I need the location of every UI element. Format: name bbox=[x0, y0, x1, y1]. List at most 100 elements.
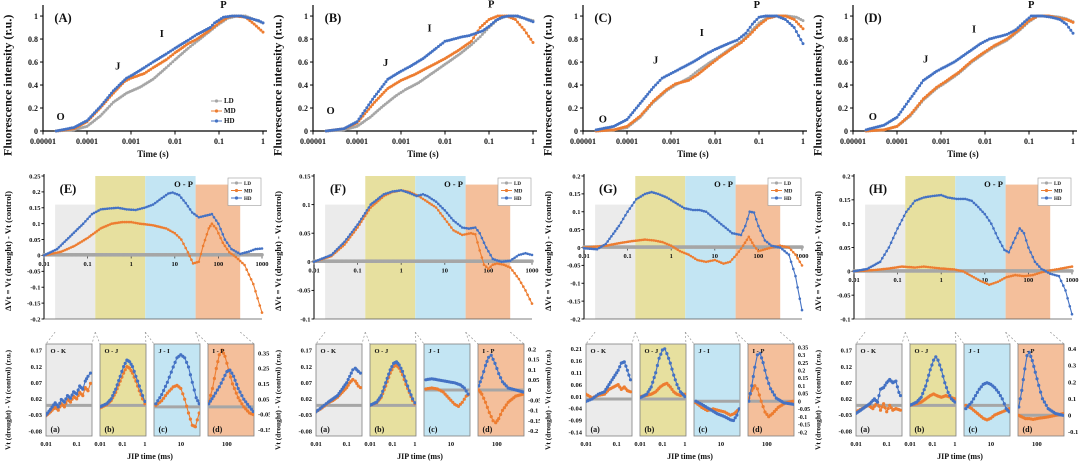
series-HD-marker bbox=[169, 49, 173, 53]
series-MD-marker bbox=[97, 228, 101, 232]
series-HD-marker bbox=[612, 232, 615, 235]
mini-series-HD-marker bbox=[948, 394, 952, 398]
mini-series-HD-marker bbox=[223, 373, 227, 377]
series-HD-marker bbox=[667, 73, 671, 77]
series-MD-marker bbox=[241, 261, 244, 265]
series-HD-marker bbox=[160, 196, 163, 200]
series-HD-marker bbox=[254, 247, 257, 251]
series-HD-marker bbox=[1003, 248, 1006, 252]
series-MD-marker bbox=[182, 242, 185, 246]
series-HD-marker bbox=[332, 251, 335, 255]
x-tick-label: 10 bbox=[442, 267, 449, 274]
series-HD-marker bbox=[643, 192, 647, 196]
series-MD-marker bbox=[495, 262, 499, 265]
series-MD-marker bbox=[968, 273, 971, 277]
x-tick-label: 0.1 bbox=[754, 137, 764, 146]
series-HD-marker bbox=[469, 226, 473, 230]
x-tick-label: 0.1 bbox=[354, 267, 362, 274]
series-HD-marker bbox=[465, 226, 468, 230]
ojip-mark-O: O bbox=[869, 112, 877, 123]
mini-series-HD-marker bbox=[968, 402, 972, 406]
series-MD-marker bbox=[994, 281, 997, 284]
mini-x-tick-label: 0.01 bbox=[364, 441, 375, 448]
left-tick-label: 0.12 bbox=[841, 364, 852, 371]
mini-series-HD-marker bbox=[755, 353, 759, 357]
series-HD-marker bbox=[376, 197, 380, 200]
mini-series-HD-marker bbox=[1000, 397, 1004, 401]
series-MD-marker bbox=[659, 240, 662, 243]
series-HD-marker bbox=[1025, 18, 1029, 22]
series-HD-marker bbox=[908, 97, 912, 101]
series-MD-marker bbox=[747, 235, 751, 239]
y-tick-label: 0.4 bbox=[28, 81, 38, 90]
mini-series-MD-marker bbox=[757, 393, 761, 397]
series-HD-marker bbox=[104, 98, 108, 102]
mini-series-HD-marker bbox=[482, 370, 486, 374]
mini-x-tick-label: 100 bbox=[762, 441, 772, 448]
series-HD-marker bbox=[260, 247, 264, 250]
x-tick-label: 1 bbox=[1071, 137, 1075, 146]
right-tick-label: 0 bbox=[798, 399, 801, 405]
mini-series-HD-marker bbox=[242, 397, 246, 401]
series-MD-marker bbox=[663, 241, 666, 245]
series-MD-marker bbox=[530, 302, 534, 305]
mini-series-HD-marker bbox=[208, 399, 212, 403]
series-MD-marker bbox=[86, 236, 89, 240]
legend-marker bbox=[214, 109, 219, 113]
series-HD-marker bbox=[221, 233, 225, 236]
series-MD-marker bbox=[735, 43, 739, 47]
series-MD-marker bbox=[478, 26, 482, 29]
mini-charts-4-canvas: 0.170.120.070.02-0.03-0.080.40.30.20.10-… bbox=[838, 332, 1078, 461]
series-HD-marker bbox=[642, 97, 646, 101]
y-tick-label: 1 bbox=[304, 12, 308, 21]
series-MD-marker bbox=[93, 231, 97, 234]
series-MD-marker bbox=[465, 232, 468, 236]
series-HD-marker bbox=[101, 207, 105, 211]
mini-sub-label: (c) bbox=[969, 425, 978, 434]
series-MD-marker bbox=[519, 281, 523, 285]
series-MD-marker bbox=[743, 241, 747, 244]
left-tick-label: 0.02 bbox=[841, 396, 852, 403]
x-tick-label: 0.1 bbox=[84, 261, 92, 268]
series-HD-marker bbox=[199, 215, 203, 219]
series-MD-marker bbox=[529, 37, 533, 41]
mini-series-HD-marker bbox=[939, 368, 943, 372]
series-MD-marker bbox=[709, 259, 712, 263]
mini-plot bbox=[424, 377, 470, 408]
mini-series-HD-marker bbox=[875, 400, 880, 404]
series-HD-marker bbox=[600, 245, 603, 248]
series-HD-marker bbox=[373, 95, 377, 98]
right-tick-label: 0 bbox=[528, 387, 531, 394]
mini-series-HD-marker bbox=[608, 380, 613, 384]
series-MD-marker bbox=[476, 241, 479, 244]
mini-series-MD-marker bbox=[885, 410, 889, 414]
mini-series-MD-marker bbox=[81, 394, 85, 398]
series-MD-marker bbox=[715, 259, 719, 263]
left-tick-label: 0.17 bbox=[841, 348, 853, 355]
right-tick-label: 0.25 bbox=[258, 366, 270, 373]
series-HD-marker bbox=[1070, 312, 1074, 316]
series-HD-marker bbox=[631, 111, 635, 115]
mini-series-MD-marker bbox=[210, 386, 215, 391]
series-HD-marker bbox=[987, 219, 991, 222]
series-MD-marker bbox=[949, 267, 952, 271]
mini-series-MD-marker bbox=[230, 382, 235, 386]
series-MD-marker bbox=[885, 267, 889, 270]
right-tick-label: -0.15 bbox=[258, 427, 270, 434]
series-MD-marker bbox=[983, 281, 987, 285]
series-HD-marker bbox=[408, 191, 412, 195]
series-MD-marker bbox=[908, 113, 912, 117]
ojip-mark-O: O bbox=[57, 112, 65, 123]
mini-series-HD-marker bbox=[487, 355, 491, 359]
series-HD-marker bbox=[232, 249, 235, 252]
series-HD-marker bbox=[914, 89, 918, 93]
mini-sub-label: (b) bbox=[915, 425, 925, 434]
series-HD-marker bbox=[153, 201, 157, 205]
series-MD-marker bbox=[258, 304, 262, 307]
series-HD-marker bbox=[933, 194, 936, 198]
series-HD-marker bbox=[223, 238, 227, 241]
y-tick-label: -0.1 bbox=[840, 316, 850, 323]
mini-series-MD-marker bbox=[163, 394, 168, 398]
right-tick-label: 0.4 bbox=[1068, 346, 1077, 353]
series-HD-marker bbox=[365, 106, 369, 110]
